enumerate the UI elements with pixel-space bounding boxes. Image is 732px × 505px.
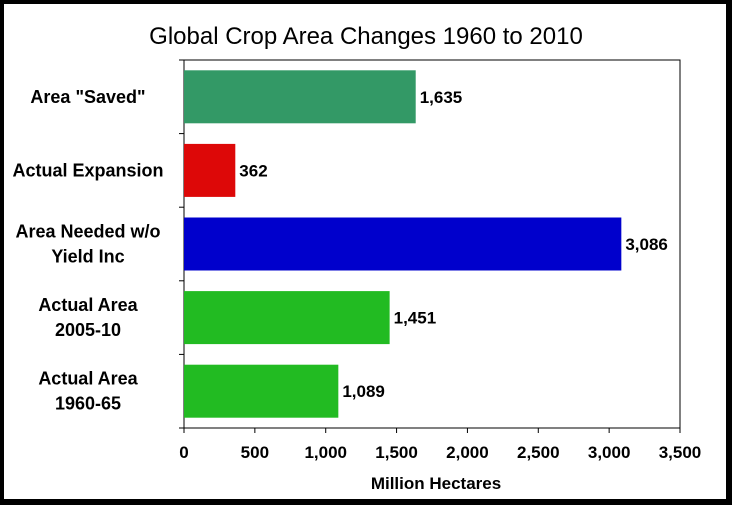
data-label: 3,086 (625, 235, 668, 254)
category-label-line: Actual Area (38, 295, 138, 315)
x-axis-title: Million Hectares (371, 474, 501, 493)
x-tick-label: 500 (241, 443, 269, 462)
category-label-line: Area "Saved" (30, 87, 145, 107)
category-label: Actual Area 1960-65 (38, 369, 138, 414)
category-label-line: Actual Expansion (12, 160, 163, 180)
x-tick-label: 2,000 (446, 443, 489, 462)
category-label-line: Area Needed w/o (15, 222, 160, 242)
bar (184, 143, 236, 197)
bar (184, 70, 416, 124)
data-label: 362 (239, 161, 267, 180)
bar (184, 364, 339, 418)
x-tick-label: 1,500 (375, 443, 418, 462)
category-label: Actual Area 2005-10 (38, 295, 138, 340)
x-tick-label: 1,000 (304, 443, 347, 462)
x-tick-label: 0 (179, 443, 188, 462)
category-label: Area Needed w/o Yield Inc (15, 222, 160, 267)
category-label: Area "Saved" (30, 87, 145, 107)
category-label-line: Yield Inc (51, 247, 124, 267)
plot-area: 0 500 1,000 1,500 2,000 2,500 3,000 3,500 1,635 A… (12, 59, 702, 462)
bar (184, 291, 390, 345)
bar-chart: Global Crop Area Changes 1960 to 2010 0 5… (12, 23, 702, 493)
data-label: 1,089 (342, 382, 385, 401)
bar (184, 217, 622, 271)
x-tick-label: 3,500 (659, 443, 702, 462)
chart-title: Global Crop Area Changes 1960 to 2010 (149, 23, 583, 50)
data-label: 1,451 (394, 309, 437, 328)
category-label-line: Actual Area (38, 369, 138, 389)
category-label-line: 1960-65 (55, 394, 121, 414)
x-tick-label: 3,000 (588, 443, 631, 462)
category-label: Actual Expansion (12, 160, 163, 180)
x-tick-label: 2,500 (517, 443, 560, 462)
chart-frame: Global Crop Area Changes 1960 to 2010 0 5… (4, 4, 726, 499)
data-label: 1,635 (420, 88, 463, 107)
category-label-line: 2005-10 (55, 320, 121, 340)
